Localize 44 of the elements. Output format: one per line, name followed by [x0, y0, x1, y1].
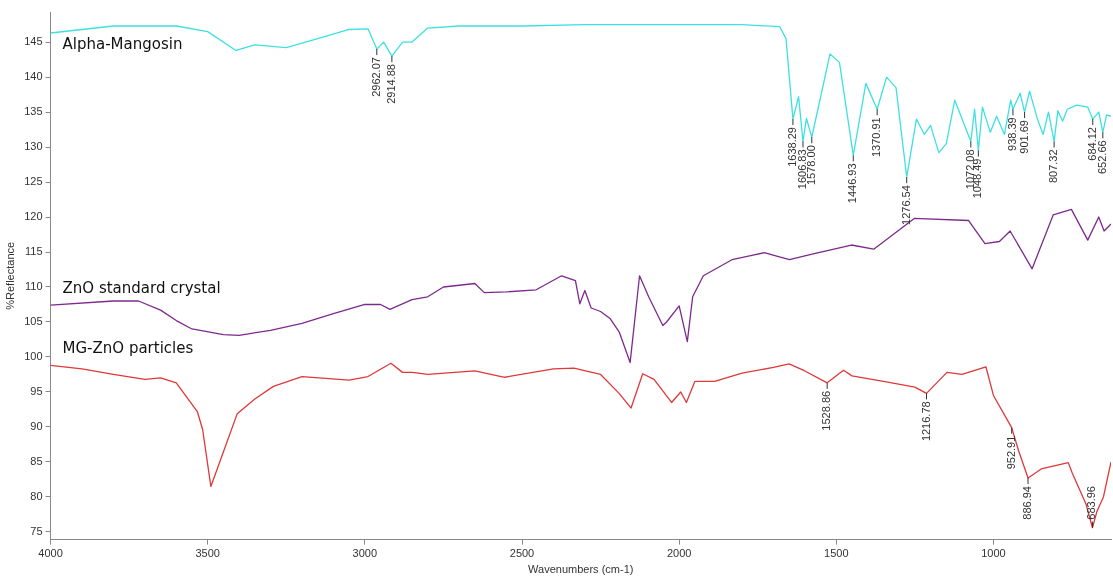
x-tick-label: 1500 — [824, 547, 849, 560]
annotation: 652.66 — [1095, 140, 1108, 175]
y-tick-label: 110 — [25, 280, 43, 293]
x-tick-label: 3500 — [195, 547, 220, 560]
y-tick-label: 145 — [24, 35, 43, 48]
annotation: 1638.29 — [785, 127, 798, 167]
series-label: ZnO standard crystal — [62, 278, 221, 297]
annotation: 2962.07 — [369, 57, 382, 97]
y-tick-label: 130 — [24, 140, 43, 153]
x-tick-label: 1000 — [981, 547, 1006, 560]
annotation: 886.94 — [1021, 486, 1034, 520]
annotation: 1446.93 — [846, 163, 859, 204]
y-tick-label: 85 — [30, 454, 43, 467]
annotation: 952.91 — [1004, 435, 1017, 470]
y-tick-label: 140 — [24, 70, 43, 83]
annotation: 1370.91 — [870, 117, 883, 158]
annotation: 1528.86 — [820, 390, 833, 431]
y-tick-label: 115 — [25, 245, 43, 258]
annotation: 1276.54 — [899, 185, 912, 225]
y-tick-label: 75 — [30, 524, 43, 537]
annotation: 807.32 — [1047, 149, 1060, 184]
y-tick-label: 90 — [30, 419, 43, 432]
annotation: 901.69 — [1017, 120, 1030, 154]
y-tick-label: 80 — [30, 489, 43, 502]
x-axis-title: Wavenumbers (cm-1) — [528, 563, 634, 576]
y-tick-label: 125 — [24, 175, 43, 188]
annotation: 1606.83 — [796, 149, 809, 190]
y-tick-label: 105 — [24, 315, 43, 328]
x-tick-label: 4000 — [38, 547, 63, 560]
y-tick-label: 120 — [24, 210, 43, 223]
y-tick-label: 95 — [30, 384, 43, 397]
y-tick-label: 135 — [24, 105, 43, 118]
y-axis-title: %Reflectance — [3, 241, 16, 310]
x-tick-label: 2500 — [509, 547, 535, 560]
series-label: Alpha-Mangosin — [62, 35, 183, 54]
y-tick-label: 100 — [24, 350, 43, 362]
annotation: 1216.78 — [919, 401, 932, 442]
annotation: 684.12 — [1085, 127, 1098, 161]
annotation: 683.96 — [1085, 486, 1098, 520]
annotation: 2914.88 — [384, 64, 397, 104]
x-tick-label: 3000 — [352, 547, 378, 560]
series-label: MG-ZnO particles — [62, 338, 194, 357]
annotation: 938.39 — [1005, 117, 1018, 151]
x-tick-label: 2000 — [666, 547, 692, 560]
